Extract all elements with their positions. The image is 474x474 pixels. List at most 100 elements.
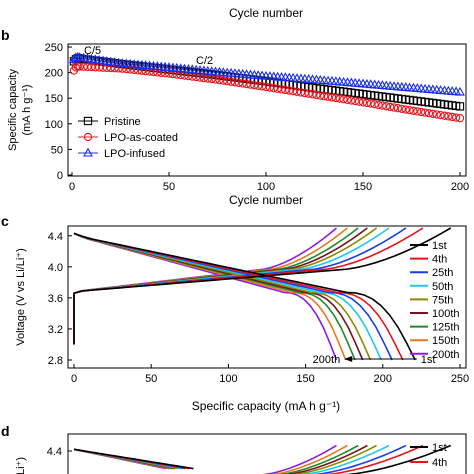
panel-b-point-lpo-as-coated — [354, 97, 364, 106]
panel-b: b 0 50 100 150 200 0 50 100 150 200 250 C/5 C/2 Cy… — [1, 27, 469, 207]
panel-b-legend-marker — [83, 132, 93, 142]
panel-b-point-lpo-as-coated — [308, 90, 317, 99]
panel-c-arrow-head — [344, 356, 353, 362]
panel-b-point-lpo-as-coated — [343, 95, 352, 104]
panel-b-point-lpo-as-coated — [382, 102, 391, 111]
panel-b-point-lpo-as-coated — [246, 80, 255, 89]
panel-b-point-lpo-as-coated — [300, 88, 309, 98]
panel-c-arrow: 200th 1st — [313, 354, 436, 366]
panel-b-ytick-label: 50 — [51, 144, 63, 156]
panel-b-point-lpo-as-coated — [285, 86, 294, 95]
panel-b-xtick-label: 200 — [451, 181, 469, 193]
panel-d-data — [73, 444, 452, 474]
panel-b-legend-label: Pristine — [104, 116, 141, 128]
panel-b-point-lpo-as-coated — [223, 77, 232, 86]
panel-b-point-lpo-as-coated — [451, 113, 461, 122]
panel-b-point-lpo-as-coated — [436, 110, 445, 120]
panel-b-point-lpo-infused — [69, 53, 79, 63]
panel-b-point-lpo-as-coated — [424, 109, 434, 118]
panel-b-point-lpo-as-coated — [215, 75, 224, 85]
panel-b-xtick-label: 150 — [354, 181, 372, 193]
panel-b-point-lpo-as-coated — [374, 100, 383, 110]
panel-b-point-lpo-as-coated — [420, 108, 430, 117]
panel-d-charge-curve-125th — [278, 444, 359, 474]
panel-b-xtick-label: 100 — [257, 181, 275, 193]
panel-b-xtick-label: 50 — [163, 181, 175, 193]
panel-b-xtick-label: 0 — [69, 181, 75, 193]
top-xlabel: Cycle number — [229, 6, 303, 20]
panel-b-point-lpo-as-coated — [370, 100, 379, 109]
panel-b-point-lpo-as-coated — [250, 81, 259, 90]
panel-d-charge-curve-50th — [300, 444, 390, 474]
panel-d-charge-curve-75th — [291, 444, 377, 474]
panel-b-point-lpo-as-coated — [273, 84, 282, 93]
panel-b-ytick-label: 250 — [45, 42, 63, 54]
panel-b-legend-label: LPO-infused — [104, 148, 165, 160]
panel-c-discharge-curve-200th — [73, 232, 338, 361]
panel-c-ytick-label: 4.4 — [48, 231, 63, 243]
panel-b-point-lpo-as-coated — [254, 81, 263, 90]
panel-b-frame — [67, 43, 467, 177]
panel-b-point-lpo-as-coated — [455, 114, 465, 123]
panel-c-legend-label: 200th — [432, 349, 460, 361]
panel-b-legend-marker — [83, 116, 93, 126]
panel-b-point-lpo-as-coated — [242, 79, 251, 89]
panel-c-xtick-label: 0 — [71, 373, 77, 385]
panel-b-point-lpo-as-coated — [277, 85, 286, 94]
panel-d-ytick: 4.4 — [47, 446, 62, 458]
panel-c-discharge-curve-4th — [73, 232, 404, 361]
panel-b-point-lpo-as-coated — [335, 94, 344, 103]
panel-c-discharge-curve-50th — [73, 232, 382, 361]
panel-c-legend-label: 100th — [432, 308, 460, 320]
panel-b-point-lpo-as-coated — [323, 92, 333, 101]
panel-c-legend-label: 4th — [432, 254, 447, 266]
panel-b-point-lpo-as-coated — [281, 85, 290, 95]
panel-b-data — [69, 51, 465, 123]
panel-b-point-lpo-as-coated — [75, 62, 84, 71]
panel-b-ytick-label: 150 — [45, 93, 63, 105]
panel-b-point-lpo-as-coated — [316, 91, 325, 100]
panel-c-charge-curve-1st — [73, 227, 452, 345]
panel-b-ylabel-line2: (mA h g⁻¹) — [21, 84, 33, 135]
panel-b-point-lpo-as-coated — [339, 95, 348, 104]
panel-d-frame — [67, 433, 467, 474]
panel-b-point-lpo-as-coated — [234, 78, 243, 88]
panel-c-ytick-label: 4.0 — [48, 262, 63, 274]
panel-d-charge-curve-100th — [284, 444, 368, 474]
panel-c-xtick-label: 150 — [296, 373, 314, 385]
panel-b-point-lpo-as-coated — [261, 82, 271, 92]
panel-b-legend-label: LPO-as-coated — [104, 132, 178, 144]
panel-b-point-lpo-as-coated — [448, 112, 457, 122]
panel-c-ytick-label: 2.8 — [48, 355, 63, 367]
panel-b-point-lpo-as-coated — [226, 77, 236, 86]
panel-c-arrow-label-1st: 1st — [421, 354, 436, 366]
panel-b-axes: 0 50 100 150 200 0 50 100 150 200 250 — [45, 42, 470, 193]
panel-b-point-lpo-as-coated — [397, 104, 406, 113]
panel-b-point-lpo-as-coated — [444, 112, 453, 121]
panel-b-point-lpo-as-coated — [87, 62, 96, 72]
panel-c-legend-label: 25th — [432, 267, 453, 279]
panel-b-ytick-label: 0 — [57, 170, 63, 182]
panel-c-legend-label: 50th — [432, 281, 453, 293]
panel-b-point-lpo-as-coated — [440, 111, 449, 120]
panel-b-point-pristine — [455, 102, 465, 111]
panel-b-point-lpo-as-coated — [320, 92, 329, 101]
panel-c-legend-label: 1st — [432, 240, 447, 252]
panel-b-point-lpo-as-coated — [269, 84, 278, 93]
panel-c-data — [73, 227, 452, 361]
panel-b-point-lpo-as-coated — [413, 107, 422, 116]
panel-c-xtick-label: 100 — [219, 373, 237, 385]
panel-b-point-lpo-as-coated — [386, 102, 395, 112]
panel-c-xtick-label: 200 — [374, 373, 392, 385]
panel-c-xtick-label: 250 — [451, 373, 469, 385]
panel-b-point-lpo-as-coated — [211, 75, 220, 84]
panel-d-charge-curve-4th — [324, 444, 424, 474]
panel-b-ytick-label: 200 — [45, 68, 63, 80]
panel-b-point-lpo-as-coated — [296, 88, 306, 97]
panel-b-annotation-c5: C/5 — [84, 45, 101, 57]
panel-b-point-lpo-as-coated — [238, 79, 247, 88]
panel-b-ylabel-line1: Specific capacity — [7, 69, 19, 151]
